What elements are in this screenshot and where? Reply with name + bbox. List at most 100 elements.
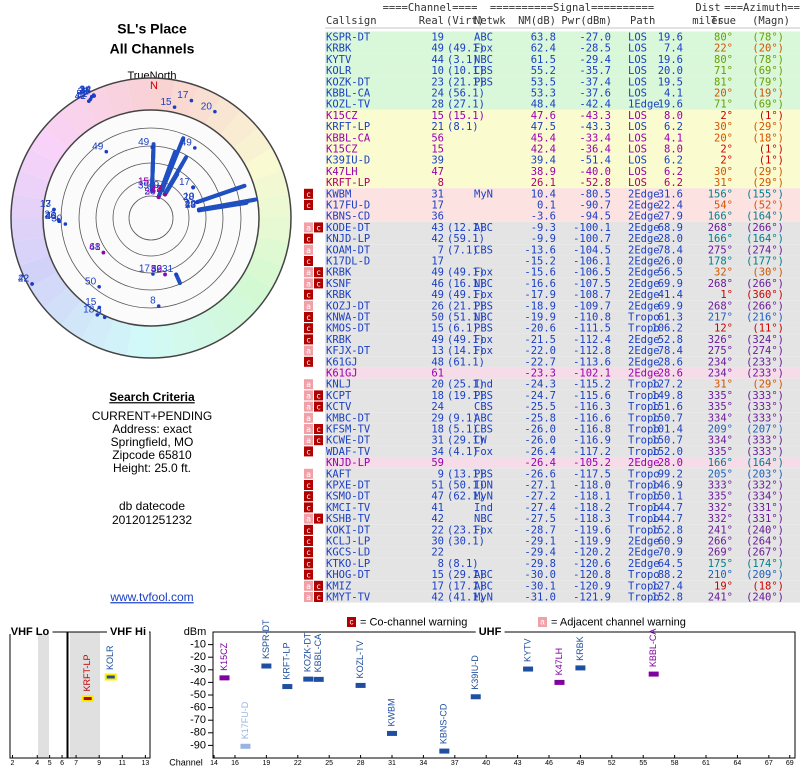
row-background (325, 221, 800, 233)
station-dot (195, 200, 199, 204)
cell-pwr: -40.0 (579, 166, 611, 178)
compass-ring (257, 218, 291, 243)
cell-dist: 56.5 (658, 267, 683, 279)
compass-ring (61, 96, 97, 136)
legend-icon (347, 617, 356, 627)
warning-icon (304, 233, 313, 244)
row-background (325, 378, 800, 390)
cell-real: 17 (431, 256, 444, 268)
cell-pwr: -112.4 (573, 334, 611, 346)
warning-letter: c (306, 481, 311, 490)
compass-ring (11, 193, 45, 218)
cell-path: 2Edge (628, 200, 660, 212)
station-dot (197, 208, 201, 213)
warning-letter: c (316, 223, 321, 232)
cell-pwr: -108.7 (573, 289, 611, 301)
station-label: 49 (92, 141, 104, 152)
warning-letter: c (306, 201, 311, 210)
cell-magn: (78°) (752, 32, 784, 44)
row-background (325, 468, 800, 480)
cell-pwr: -118.2 (573, 502, 611, 514)
cell-nm: -30.0 (524, 569, 556, 581)
cell-path: 2Edge (628, 289, 660, 301)
cell-callsign: KBBL-CA (326, 132, 371, 144)
warning-letter: c (316, 436, 321, 445)
cell-magn: (233°) (746, 368, 784, 380)
cell-pwr: -116.6 (573, 412, 611, 424)
cell-pwr: -115.6 (573, 390, 611, 402)
station-label: 26 (45, 211, 57, 222)
cell-path: 2Edge (628, 233, 660, 245)
warning-letter: c (306, 492, 311, 501)
cell-path: LOS (628, 177, 647, 189)
cell-dist: 8.0 (664, 144, 683, 156)
warning-icon (304, 278, 313, 289)
cell-real: 15 (431, 569, 444, 581)
row-background (325, 513, 800, 525)
cell-dist: 150.7 (651, 435, 683, 447)
warning-letter: c (316, 593, 321, 602)
cell-path: LOS (628, 121, 647, 133)
row-background (325, 557, 800, 569)
cell-true: 334° (708, 435, 733, 447)
station-dot (150, 145, 155, 150)
cell-magn: (69°) (752, 65, 784, 77)
cell-path: Tropo (628, 468, 660, 480)
warning-icon (304, 446, 313, 457)
warning-icon (304, 502, 313, 513)
cell-virt: (49.1) (447, 289, 485, 301)
station-label: 39 (138, 180, 150, 191)
x-tick-label: 19 (262, 760, 270, 767)
cell-path: Tropo (628, 513, 660, 525)
cell-path: 1Edge (628, 99, 660, 111)
cell-true: 71° (714, 99, 733, 111)
x-tick-label: 46 (545, 760, 553, 767)
cell-dist: 149.8 (651, 390, 683, 402)
cell-real: 24 (431, 401, 444, 413)
cell-real: 22 (431, 524, 444, 536)
cell-nm: -27.4 (524, 502, 556, 514)
cell-pwr: -120.6 (573, 558, 611, 570)
station-name: KBBL-CA (648, 629, 658, 668)
station-dot (163, 272, 167, 277)
station-dot (163, 192, 167, 197)
cell-true: 268° (708, 278, 733, 290)
cell-nm: -27.1 (524, 480, 556, 492)
cell-real: 47 (431, 166, 444, 178)
cell-netwk: CBS (474, 401, 493, 413)
title: SL's Place (117, 21, 187, 37)
cell-virt: (49.1) (447, 334, 485, 346)
station-name: KWBM (386, 698, 396, 726)
cell-true: 210° (708, 569, 733, 581)
cell-magn: (174°) (746, 558, 784, 570)
cell-pwr: -118.3 (573, 513, 611, 525)
panel-title: VHF Hi (110, 626, 146, 638)
cell-true: 268° (708, 222, 733, 234)
cell-dist: 99.2 (658, 468, 683, 480)
cell-netwk: Fox (474, 334, 493, 346)
x-tick-label: 7 (74, 760, 78, 767)
signal-marker (648, 671, 659, 677)
y-tick-label: -40 (190, 676, 206, 688)
cell-real: 47 (431, 491, 444, 503)
criteria-line: Height: 25.0 ft. (113, 461, 191, 475)
row-background (325, 300, 800, 312)
row-background (325, 535, 800, 547)
cell-true: 217° (708, 312, 733, 324)
station-dot (191, 185, 195, 190)
cell-path: Tropo (628, 592, 660, 604)
cell-dist: 20.0 (658, 65, 683, 77)
warning-letter: c (306, 235, 311, 244)
cell-dist: 19.5 (658, 76, 683, 88)
warning-icon (304, 536, 313, 546)
row-background (325, 546, 800, 558)
row-background (325, 569, 800, 581)
row-background (325, 524, 800, 536)
station-dot (150, 188, 154, 193)
warning-letter: c (306, 291, 311, 300)
compass-ring (169, 319, 199, 356)
cell-netwk: MyN (474, 188, 493, 200)
cell-real: 18 (431, 390, 444, 402)
row-background (325, 143, 800, 155)
site-link[interactable]: www.tvfool.com (109, 590, 193, 604)
